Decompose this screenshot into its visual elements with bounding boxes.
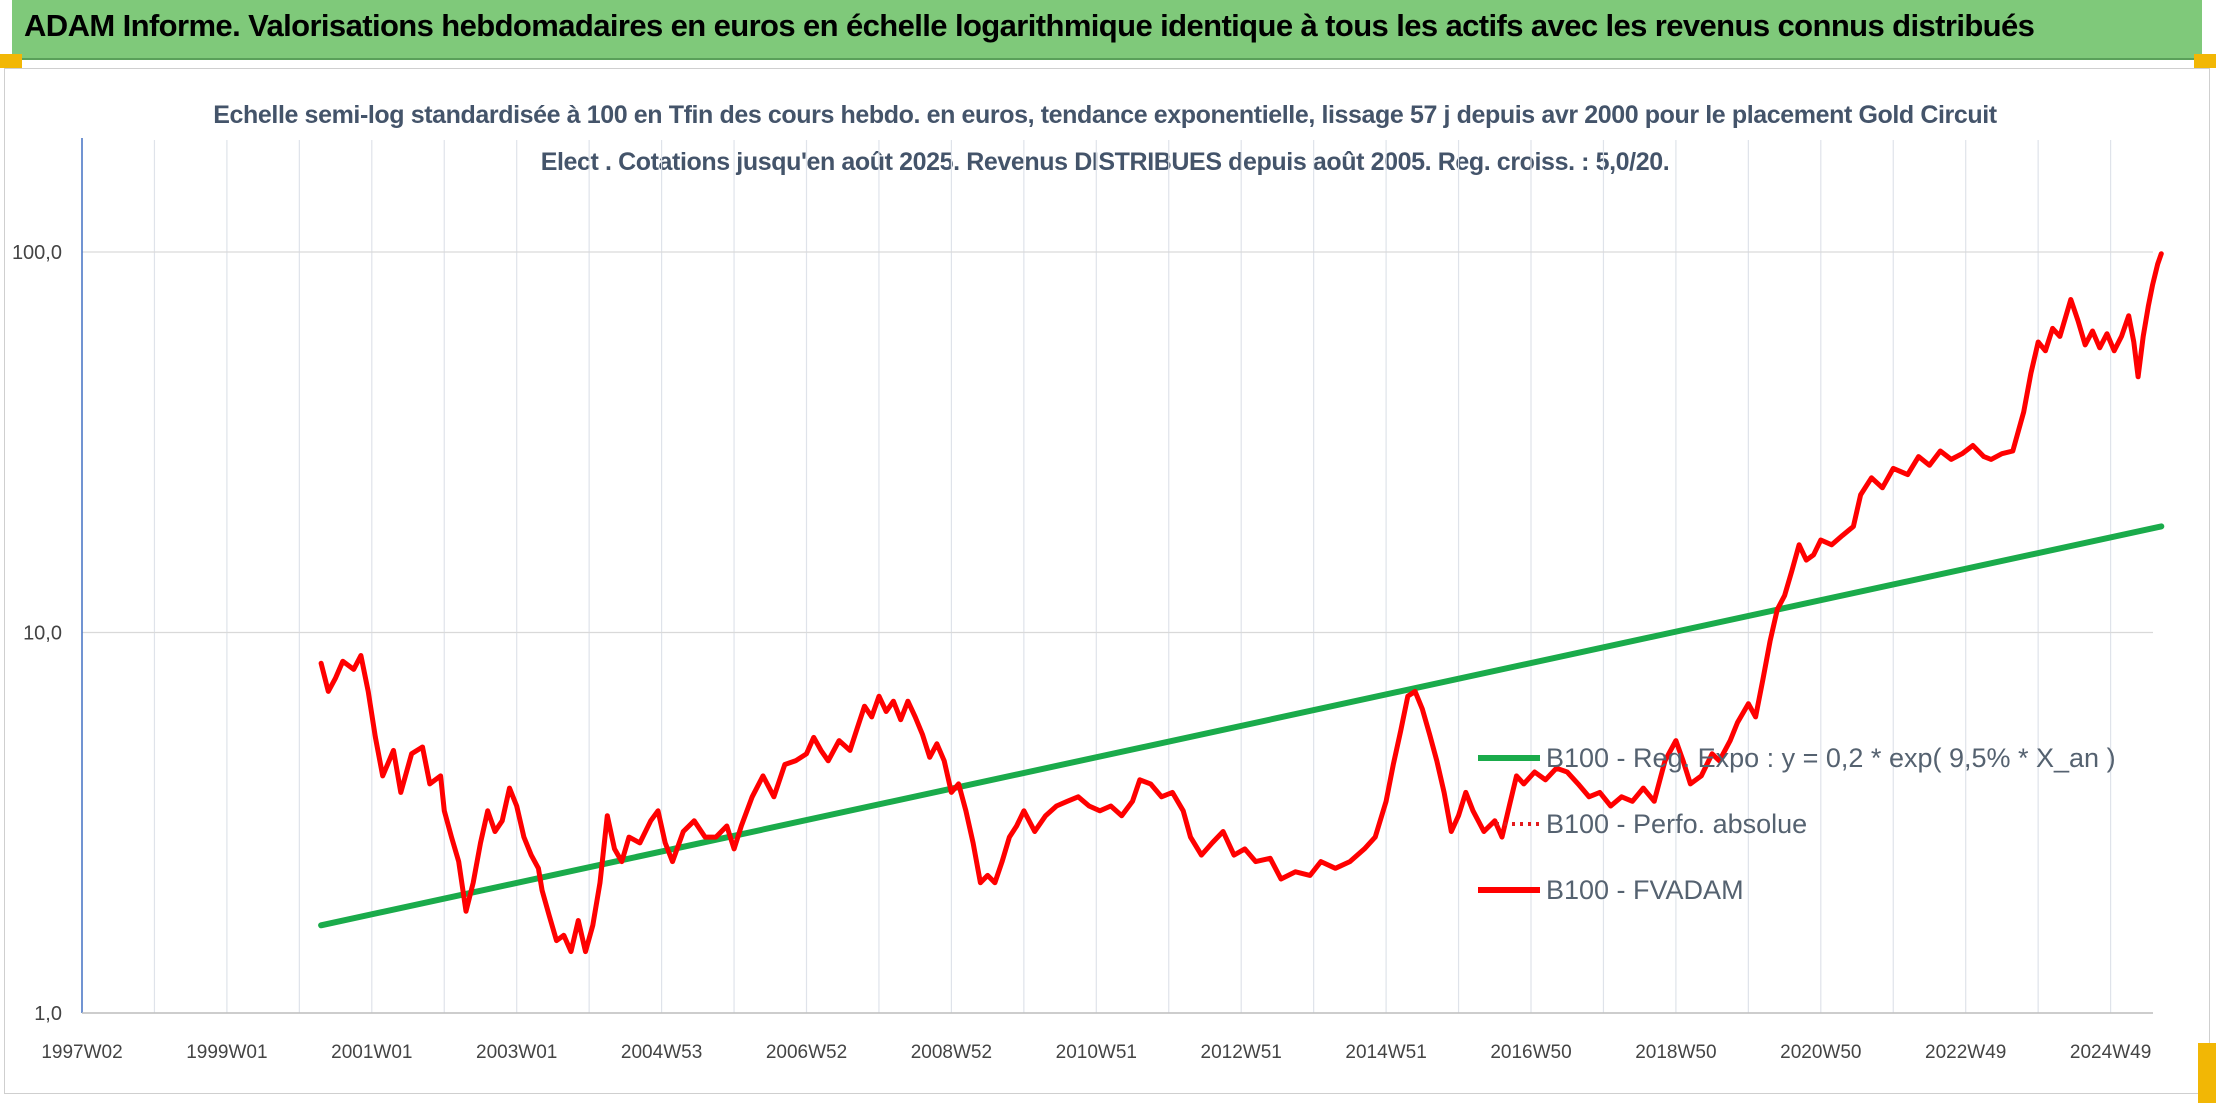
x-tick-label: 2016W50 bbox=[1490, 1042, 1571, 1063]
chart-title: Echelle semi-log standardisée à 100 en T… bbox=[213, 101, 1997, 176]
legend-item-regression: B100 - Reg. Expo : y = 0,2 * exp( 9,5% *… bbox=[1478, 743, 2116, 773]
accent-corner-left bbox=[0, 54, 22, 68]
x-tick-label: 2012W51 bbox=[1201, 1042, 1282, 1063]
axis-layer: 1,0 10,0 100,0 1997W02 1999W01 2001W01 2003W01… bbox=[12, 138, 2153, 1063]
x-tick-label: 2006W52 bbox=[766, 1042, 847, 1063]
series-line-regression bbox=[318, 523, 2165, 929]
header-bar bbox=[12, 0, 2202, 60]
x-tick-label: 1997W02 bbox=[41, 1042, 122, 1063]
accent-corner-bottom-right bbox=[2198, 1043, 2216, 1103]
accent-corner-right bbox=[2194, 54, 2216, 68]
y-tick-label: 100,0 bbox=[12, 242, 62, 264]
x-tick-label: 1999W01 bbox=[186, 1042, 267, 1063]
x-tick-label: 2010W51 bbox=[1056, 1042, 1137, 1063]
legend-label: B100 - Reg. Expo : y = 0,2 * exp( 9,5% *… bbox=[1546, 743, 2116, 773]
y-tick-label: 10,0 bbox=[23, 623, 62, 645]
x-tick-label: 2018W50 bbox=[1635, 1042, 1716, 1063]
chart-frame bbox=[4, 68, 2210, 1094]
series-layer bbox=[318, 251, 2165, 955]
legend-label: B100 - Perfo. absolue bbox=[1546, 809, 1807, 839]
legend-item-perfo: B100 - Perfo. absolue bbox=[1496, 809, 1807, 839]
x-tick-label: 2022W49 bbox=[1925, 1042, 2006, 1063]
y-tick-label: 1,0 bbox=[34, 1003, 62, 1025]
x-tick-label: 2020W50 bbox=[1780, 1042, 1861, 1063]
x-tick-label: 2024W49 bbox=[2070, 1042, 2151, 1063]
x-tick-label: 2003W01 bbox=[476, 1042, 557, 1063]
legend-label: B100 - FVADAM bbox=[1546, 875, 1744, 905]
x-tick-label: 2008W52 bbox=[911, 1042, 992, 1063]
x-tick-label: 2001W01 bbox=[331, 1042, 412, 1063]
page-title: ADAM Informe. Valorisations hebdomadaire… bbox=[24, 8, 2035, 43]
grid-layer bbox=[81, 140, 2153, 1014]
x-tick-label: 2014W51 bbox=[1345, 1042, 1426, 1063]
legend: B100 - Reg. Expo : y = 0,2 * exp( 9,5% *… bbox=[1478, 743, 2116, 905]
series-line-fvadam bbox=[318, 251, 2164, 955]
x-tick-label: 2004W53 bbox=[621, 1042, 702, 1063]
legend-item-fvadam: B100 - FVADAM bbox=[1478, 875, 1744, 905]
